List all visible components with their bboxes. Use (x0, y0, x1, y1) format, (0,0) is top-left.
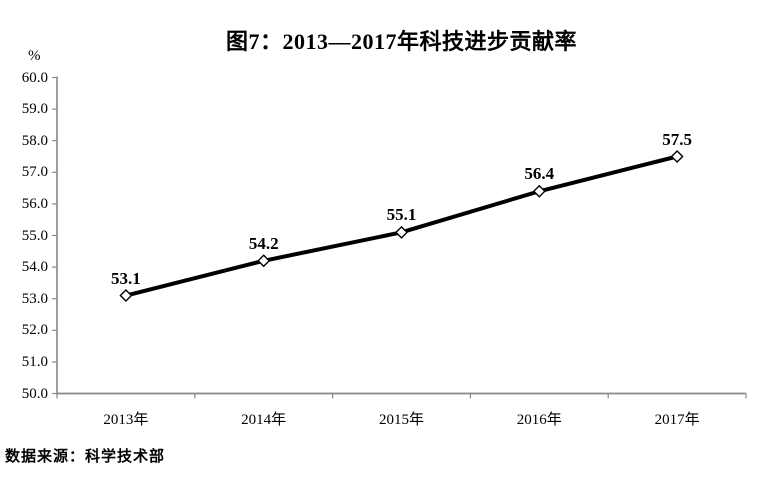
data-point-marker (532, 184, 546, 198)
y-tick-label: 50.0 (21, 385, 48, 402)
x-tick-label: 2015年 (378, 412, 424, 428)
chart-title: 图7：2013—2017年科技进步贡献率 (225, 29, 577, 54)
y-tick-label: 57.0 (21, 164, 48, 181)
data-point-label: 57.5 (662, 129, 692, 149)
data-point-label: 55.1 (386, 205, 417, 225)
y-tick-label: 53.0 (21, 290, 48, 307)
y-tick-label: 58.0 (21, 132, 48, 149)
y-tick-label: 55.0 (21, 227, 48, 244)
data-point-label: 54.2 (248, 233, 279, 253)
data-source-label: 数据来源：科学技术部 (5, 449, 166, 465)
x-tick-label: 2013年 (103, 412, 149, 428)
data-point-marker (395, 225, 408, 239)
y-tick-label: 59.0 (21, 101, 48, 118)
y-tick-label: 52.0 (21, 322, 48, 339)
x-tick-label: 2017年 (654, 412, 700, 428)
y-axis-unit-label: % (28, 48, 41, 64)
data-point-marker (670, 150, 684, 163)
data-point-label: 56.4 (524, 164, 555, 184)
y-tick-label: 51.0 (21, 353, 48, 370)
data-point-label: 53.1 (111, 268, 141, 288)
y-tick-label: 56.0 (21, 195, 48, 212)
x-tick-label: 2014年 (241, 412, 287, 428)
data-point-marker (257, 254, 271, 268)
x-tick-label: 2016年 (516, 412, 562, 428)
y-tick-label: 60.0 (21, 69, 48, 86)
y-tick-label: 54.0 (21, 259, 48, 276)
data-point-marker (119, 289, 133, 303)
